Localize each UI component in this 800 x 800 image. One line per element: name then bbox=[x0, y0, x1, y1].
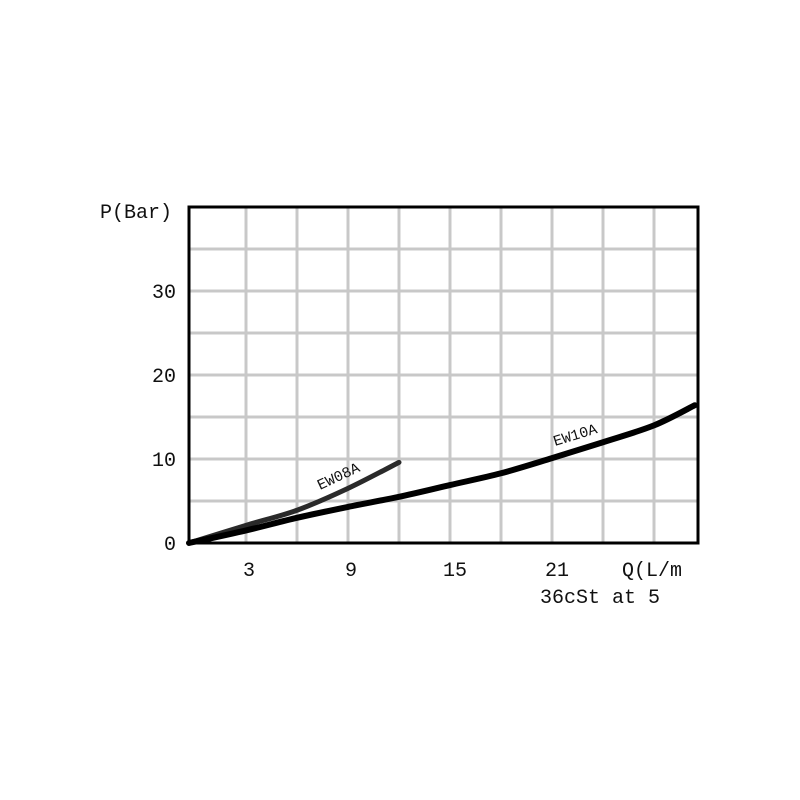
y-tick-label: 10 bbox=[152, 450, 176, 473]
x-axis-label: Q(L/m bbox=[622, 560, 682, 583]
x-tick-labels: 3 9 15 21 bbox=[243, 560, 569, 583]
y-tick-labels: 0 10 20 30 bbox=[152, 282, 176, 557]
series-line-ew08a bbox=[186, 459, 402, 546]
y-tick-label: 20 bbox=[152, 366, 176, 389]
series-label-ew08a: EW08A bbox=[315, 460, 363, 494]
x-tick-label: 21 bbox=[545, 560, 569, 583]
y-axis-label: P(Bar) bbox=[100, 202, 172, 225]
series-line-ew10a bbox=[186, 402, 698, 546]
x-tick-label: 15 bbox=[443, 560, 467, 583]
y-tick-label: 0 bbox=[164, 534, 176, 557]
grid bbox=[189, 207, 698, 543]
x-tick-label: 3 bbox=[243, 560, 255, 583]
curves bbox=[186, 402, 698, 546]
plot-frame bbox=[187, 205, 700, 545]
x-tick-label: 9 bbox=[345, 560, 357, 583]
viscosity-note: 36cSt at 5 bbox=[540, 587, 660, 610]
y-tick-label: 30 bbox=[152, 282, 176, 305]
